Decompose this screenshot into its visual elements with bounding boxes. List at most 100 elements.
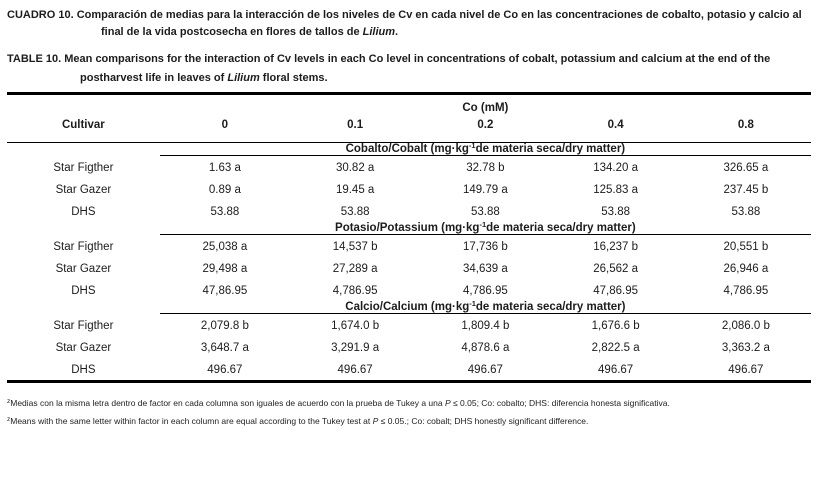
section-title-text: Potasio/Potassium (mg·kg [335,222,480,234]
data-cell: 53.88 [210,206,240,218]
section-title-text: de materia seca/dry matter) [475,301,626,313]
data-cell: 496.67 [467,364,503,376]
row-label: Star Figther [53,161,114,174]
data-cell: 53.88 [601,206,631,218]
data-cell: 53.88 [731,206,761,218]
data-cell: 26,562 a [593,263,638,275]
data-cell: 496.67 [207,364,243,376]
table-row: Star Gazer 3,648.7 a 3,291.9 a 4,878.6 a… [7,336,811,358]
footnote-text: ≤ 0.05; Co: cobalto; DHS: diferencia hon… [450,398,670,408]
data-cell: 125.83 a [593,184,638,196]
data-cell: 3,291.9 a [331,342,380,354]
column-header-cultivar: Cultivar [7,115,160,143]
data-cell: 326.65 a [723,162,769,174]
footnote-text: Medias con la misma letra dentro de fact… [10,398,445,408]
data-cell: 2,079.8 b [200,320,249,332]
row-label: Star Gazer [55,184,112,196]
data-cell: 1.63 a [208,162,241,174]
section-title-calcium: Calcio/Calcium (mg·kg-1de materia seca/d… [159,299,811,314]
data-cell: 496.67 [337,364,373,376]
data-cell: 25,038 a [202,241,248,253]
footnote-superscript: z [7,416,11,423]
data-cell: 26,946 a [723,263,769,275]
section-spacer [7,222,160,235]
column-header-0.4: 0.4 [550,115,681,143]
data-cell: 237.45 b [723,184,769,196]
data-cell: 4,878.6 a [461,342,510,354]
row-label: Star Gazer [55,342,112,354]
superscript: -1 [469,299,476,308]
data-cell: 0.89 a [208,184,241,196]
row-label: DHS [71,364,96,376]
data-cell: 1,676.6 b [591,320,640,332]
superscript: -1 [479,220,487,229]
data-cell: 3,648.7 a [200,342,249,354]
footnote-italic-p: P [372,416,379,426]
caption-english-text: Mean comparisons for the interaction of … [64,53,771,84]
data-cell: 4,786.95 [723,285,769,297]
row-label: DHS [71,285,96,297]
data-cell: 134.20 a [593,162,638,174]
group-header-spacer [7,94,160,116]
data-cell: 2,086.0 b [721,320,770,332]
data-cell: 4,786.95 [462,285,508,297]
table-row: Star Gazer 29,498 a 27,289 a 34,639 a 26… [7,257,811,279]
data-cell: 32.78 b [466,162,505,174]
row-label: Star Gazer [55,263,112,275]
footnote-spanish: zMedias con la misma letra dentro de fac… [7,394,811,412]
caption-english-tail: floral stems. [259,72,328,84]
table-row: Star Figther 1.63 a 30.82 a 32.78 b 134.… [7,156,811,179]
footnote-superscript: z [7,398,11,405]
data-cell: 14,537 b [332,241,378,253]
row-label: Star Figther [53,240,114,253]
section-title-row-calcium: Calcio/Calcium (mg·kg-1de materia seca/d… [7,299,811,314]
caption-english-italic: Lilium [227,72,260,84]
table-row: DHS 496.67 496.67 496.67 496.67 496.67 [7,358,811,382]
data-cell: 1,809.4 b [461,320,510,332]
row-label: DHS [71,206,96,218]
column-header-0.1: 0.1 [290,115,421,143]
footnote-text: Means with the same letter within factor… [10,416,373,426]
data-cell: 19.45 a [335,184,375,196]
column-header-0: 0 [159,115,290,143]
caption-spanish: CUADRO 10. Comparación de medias para la… [7,7,811,41]
group-header-row: Co (mM) [7,94,811,116]
table-row: Star Gazer 0.89 a 19.45 a 149.79 a 125.8… [7,178,811,200]
group-header: Co (mM) [462,102,509,114]
table-row: DHS 53.88 53.88 53.88 53.88 53.88 [7,200,811,222]
caption-spanish-label: CUADRO 10. [7,9,74,21]
data-cell: 17,736 b [462,241,508,253]
table-row: Star Figther 2,079.8 b 1,674.0 b 1,809.4… [7,314,811,337]
footnotes: zMedias con la misma letra dentro de fac… [7,394,811,430]
data-cell: 30.82 a [335,162,375,174]
table-row: DHS 47,86.95 4,786.95 4,786.95 47,86.95 … [7,279,811,301]
data-cell: 2,822.5 a [591,342,640,354]
section-spacer [7,143,160,156]
data-cell: 53.88 [340,206,370,218]
section-title-row-potassium: Potasio/Potassium (mg·kg-1de materia sec… [7,220,811,235]
data-cell: 3,363.2 a [721,342,770,354]
caption-spanish-text: Comparación de medias para la interacció… [76,9,802,38]
data-cell: 47,86.95 [202,285,248,297]
data-cell: 34,639 a [462,263,508,275]
superscript: -1 [468,141,476,150]
caption-english-label: TABLE 10. [7,53,62,65]
row-label: Star Figther [53,319,114,332]
column-header-row: Cultivar 0 0.1 0.2 0.4 0.8 [7,115,811,143]
data-cell: 29,498 a [202,263,248,275]
data-cell: 47,86.95 [593,285,638,297]
data-cell: 16,237 b [593,241,638,253]
data-cell: 1,674.0 b [331,320,380,332]
caption-english: TABLE 10. Mean comparisons for the inter… [7,50,811,88]
data-cell: 27,289 a [332,263,378,275]
caption-spanish-italic: Lilium [362,26,396,38]
footnote-text: ≤ 0.05.; Co: cobalt; DHS honestly signif… [378,416,589,426]
section-title-cobalt: Cobalto/Cobalt (mg·kg-1de materia seca/d… [159,141,811,156]
section-title-row-cobalt: Cobalto/Cobalt (mg·kg-1de materia seca/d… [7,141,811,156]
data-cell: 496.67 [728,364,764,376]
section-title-text: Cobalto/Cobalt (mg·kg [345,143,469,155]
caption-spanish-period: . [395,26,399,38]
data-cell: 149.79 a [462,184,508,196]
column-header-0.8: 0.8 [680,115,811,143]
section-title-text: de materia seca/dry matter) [475,143,626,155]
